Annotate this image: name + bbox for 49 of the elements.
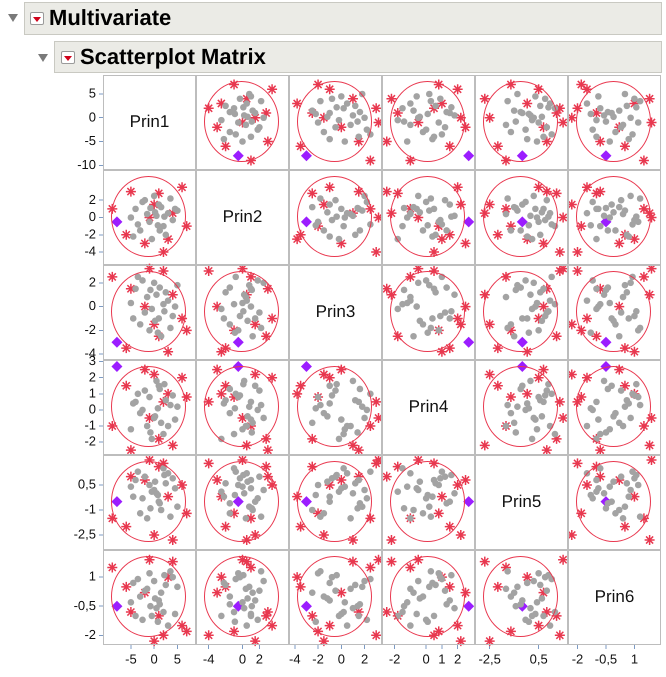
y-tick-label: 0 — [88, 401, 96, 416]
x-tick-label: 0,5 — [530, 651, 548, 666]
x-tick-label: 0 — [422, 651, 430, 666]
y-tick-label: -5 — [84, 133, 96, 148]
x-tick-label: -4 — [202, 651, 214, 666]
x-tick-label: 2 — [454, 651, 462, 666]
x-tick-label: 1 — [438, 651, 446, 666]
x-tick-label: -4 — [289, 651, 301, 666]
y-tick-label: 1 — [88, 568, 96, 584]
annotation: Prin6 — [594, 587, 634, 606]
y-tick-label: -0,5 — [74, 598, 96, 613]
y-tick-label: -2 — [84, 626, 96, 642]
chart-subtitle: Scatterplot Matrix — [80, 43, 266, 71]
y-tick-label: 0 — [88, 109, 96, 124]
text: Prin5 — [502, 492, 542, 512]
y-tick-label: 0,5 — [78, 476, 96, 492]
y-tick-label: 2 — [88, 192, 96, 207]
y-tick-label: 2 — [88, 274, 96, 290]
y-tick-label: -10 — [77, 156, 96, 172]
y-tick-label: -4 — [84, 244, 96, 259]
y-tick-label: -1 — [84, 502, 96, 517]
x-tick-label: 2 — [360, 651, 368, 666]
y-tick-label: -2 — [84, 434, 96, 449]
y-tick-label: 0 — [88, 298, 96, 314]
y-tick-label: 0 — [88, 209, 96, 224]
y-tick-label: -2 — [84, 322, 96, 337]
y-tick-label: -2 — [84, 226, 96, 242]
x-tick-label: -2 — [312, 651, 324, 666]
x-tick-label: -2 — [572, 651, 584, 666]
text: Prin3 — [316, 302, 356, 322]
x-tick-label: 5 — [174, 651, 182, 666]
text: Prin4 — [408, 397, 448, 416]
y-tick-label: -2,5 — [74, 526, 96, 542]
y-tick-label: 2 — [88, 369, 96, 384]
x-tick-label: 1 — [630, 651, 638, 666]
y-tick-label: -1 — [84, 418, 96, 433]
annotation: Prin1 — [130, 112, 170, 132]
y-tick-label: 5 — [88, 86, 96, 101]
x-tick-label: 2 — [256, 651, 264, 666]
x-tick-label: 0 — [150, 651, 158, 666]
x-tick-label: 0 — [238, 651, 246, 666]
chart-title: Multivariate — [49, 4, 172, 32]
x-tick-label: -2,5 — [478, 651, 501, 666]
x-tick-label: -2 — [388, 651, 400, 666]
x-tick-label: -0,5 — [594, 651, 618, 666]
x-tick-label: -5 — [125, 651, 137, 666]
text: Prin2 — [222, 207, 262, 226]
y-tick-label: 1 — [88, 385, 96, 400]
x-tick-label: 0 — [338, 651, 345, 666]
